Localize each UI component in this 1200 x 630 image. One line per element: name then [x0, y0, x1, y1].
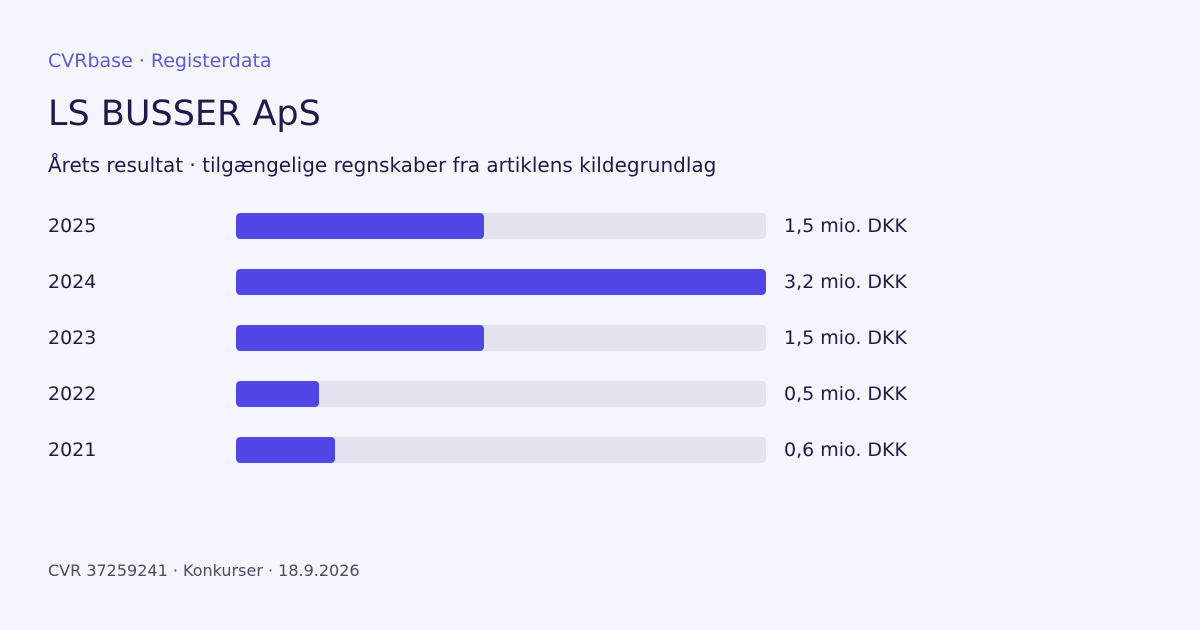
bar-2022 — [236, 381, 319, 407]
value-label: 1,5 mio. DKK — [784, 215, 907, 237]
bar-row-2024: 2024 3,2 mio. DKK — [0, 268, 1200, 296]
category-label: 2022 — [48, 383, 97, 405]
page-title: LS BUSSER ApS — [48, 94, 321, 134]
bar-2025 — [236, 213, 484, 239]
bar-2024 — [236, 269, 766, 295]
bar-track — [236, 381, 766, 407]
bar-track — [236, 437, 766, 463]
value-label: 1,5 mio. DKK — [784, 327, 907, 349]
bar-track — [236, 269, 766, 295]
bar-row-2025: 2025 1,5 mio. DKK — [0, 212, 1200, 240]
category-label: 2024 — [48, 271, 97, 293]
bar-row-2023: 2023 1,5 mio. DKK — [0, 324, 1200, 352]
bar-row-2021: 2021 0,6 mio. DKK — [0, 436, 1200, 464]
chart-subtitle: Årets resultat · tilgængelige regnskaber… — [48, 153, 717, 177]
value-label: 3,2 mio. DKK — [784, 271, 907, 293]
bar-track — [236, 325, 766, 351]
footer-meta: CVR 37259241 · Konkurser · 18.9.2026 — [48, 561, 360, 580]
brand-label: CVRbase · Registerdata — [48, 50, 272, 72]
bar-2021 — [236, 437, 335, 463]
category-label: 2021 — [48, 439, 97, 461]
category-label: 2025 — [48, 215, 97, 237]
value-label: 0,6 mio. DKK — [784, 439, 907, 461]
value-label: 0,5 mio. DKK — [784, 383, 907, 405]
bar-track — [236, 213, 766, 239]
bar-2023 — [236, 325, 484, 351]
bar-row-2022: 2022 0,5 mio. DKK — [0, 380, 1200, 408]
category-label: 2023 — [48, 327, 97, 349]
